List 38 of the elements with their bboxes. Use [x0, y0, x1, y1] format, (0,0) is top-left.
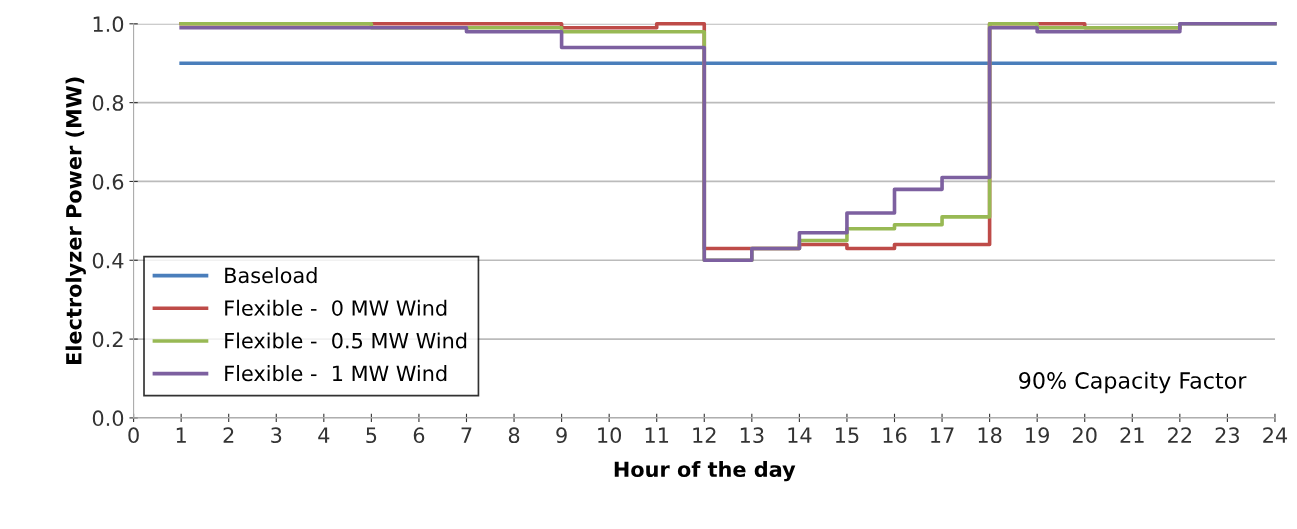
x-tick-label: 18 — [978, 427, 1002, 444]
x-tick-label: 16 — [883, 427, 907, 444]
x-tick-label: 9 — [556, 427, 567, 444]
y-axis-title: Electrolyzer Power (MW) — [65, 77, 86, 365]
y-tick-label: 0.4 — [92, 252, 124, 269]
x-tick-label: 21 — [1120, 427, 1144, 443]
y-tick-label: 0.0 — [92, 410, 124, 427]
x-tick-label: 4 — [318, 427, 330, 443]
y-tick-label: 0.6 — [92, 173, 124, 190]
legend-label: Flexible - 1 MW Wind — [225, 365, 447, 382]
y-tick-label: 1.0 — [93, 16, 124, 33]
x-tick-label: 22 — [1168, 427, 1192, 443]
x-tick-label: 6 — [413, 427, 425, 444]
x-tick-label: 14 — [788, 427, 812, 443]
legend-label: Baseload — [225, 267, 317, 284]
x-tick-label: 2 — [223, 427, 234, 443]
x-tick-label: 5 — [366, 427, 377, 444]
x-tick-label: 17 — [931, 427, 954, 443]
x-tick-label: 11 — [645, 427, 669, 443]
legend-label: Flexible - 0 MW Wind — [225, 299, 447, 316]
y-tick-label: 0.8 — [92, 95, 124, 111]
x-tick-label: 8 — [508, 427, 520, 444]
x-tick-label: 12 — [693, 427, 716, 443]
x-tick-label: 1 — [176, 427, 186, 443]
x-tick-label: 15 — [835, 427, 859, 444]
annotation: 90% Capacity Factor — [1019, 371, 1247, 394]
x-axis-title: Hour of the day — [614, 460, 796, 482]
legend-label: Flexible - 0.5 MW Wind — [225, 332, 467, 349]
x-tick-label: 20 — [1073, 427, 1097, 444]
y-tick-label: 0.2 — [92, 331, 123, 348]
x-tick-label: 0 — [128, 427, 139, 444]
x-tick-label: 23 — [1215, 427, 1239, 444]
x-tick-label: 7 — [461, 427, 472, 443]
x-tick-label: 19 — [1026, 427, 1049, 444]
x-tick-label: 13 — [740, 427, 764, 444]
x-tick-label: 24 — [1263, 427, 1288, 443]
x-tick-label: 10 — [598, 427, 622, 444]
x-tick-label: 3 — [271, 427, 282, 444]
